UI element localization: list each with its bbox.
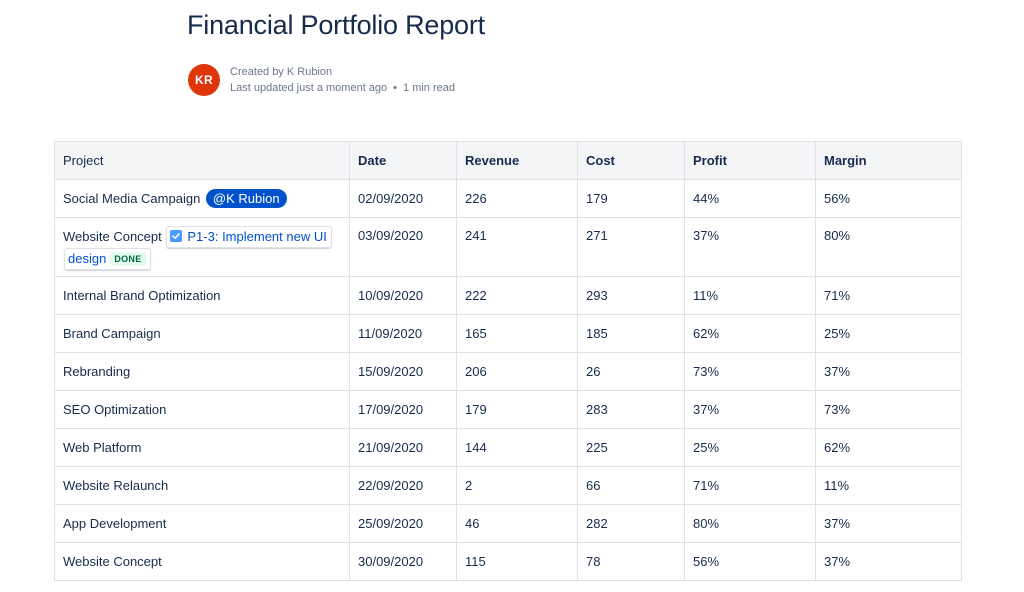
table-row: Website Relaunch 22/09/2020 2 66 71% 11% <box>54 466 962 505</box>
cost-cell: 293 <box>577 276 685 315</box>
date-cell: 11/09/2020 <box>349 314 457 353</box>
revenue-cell: 2 <box>456 466 578 505</box>
margin-cell: 71% <box>815 276 962 315</box>
date-cell: 03/09/2020 <box>349 217 457 277</box>
profit-cell: 80% <box>684 504 816 543</box>
header-profit[interactable]: Profit <box>684 141 816 180</box>
revenue-cell: 226 <box>456 179 578 218</box>
project-cell: Brand Campaign <box>54 314 350 353</box>
header-margin[interactable]: Margin <box>815 141 962 180</box>
margin-cell: 56% <box>815 179 962 218</box>
date-cell: 15/09/2020 <box>349 352 457 391</box>
cost-cell: 66 <box>577 466 685 505</box>
byline-separator: • <box>393 82 398 94</box>
cost-cell: 282 <box>577 504 685 543</box>
last-updated[interactable]: Last updated just a moment ago <box>230 82 388 94</box>
page-title: Financial Portfolio Report <box>187 10 485 40</box>
status-badge: DONE <box>110 252 146 266</box>
date-cell: 30/09/2020 <box>349 542 457 581</box>
profit-cell: 44% <box>684 179 816 218</box>
margin-cell: 80% <box>815 217 962 277</box>
profit-cell: 73% <box>684 352 816 391</box>
profit-cell: 37% <box>684 390 816 429</box>
project-cell: Web Platform <box>54 428 350 467</box>
last-updated-line: Last updated just a moment ago • 1 min rea… <box>230 80 455 96</box>
date-cell: 10/09/2020 <box>349 276 457 315</box>
revenue-cell: 241 <box>456 217 578 277</box>
table-row: SEO Optimization 17/09/2020 179 283 37% … <box>54 390 962 429</box>
header-project[interactable]: Project <box>54 141 350 180</box>
date-cell: 21/09/2020 <box>349 428 457 467</box>
portfolio-table-wrapper: Project Date Revenue Cost Profit Margin … <box>54 141 962 581</box>
margin-cell: 37% <box>815 542 962 581</box>
project-cell: Website Relaunch <box>54 466 350 505</box>
project-name: Social Media Campaign <box>63 190 201 206</box>
cost-cell: 185 <box>577 314 685 353</box>
read-time: 1 min read <box>403 82 456 94</box>
margin-cell: 73% <box>815 390 962 429</box>
table-row: Internal Brand Optimization 10/09/2020 2… <box>54 276 962 315</box>
project-cell: Rebranding <box>54 352 350 391</box>
cost-cell: 26 <box>577 352 685 391</box>
table-row: Website Concept 30/09/2020 115 78 56% 37… <box>54 542 962 581</box>
cost-cell: 283 <box>577 390 685 429</box>
project-cell: Website Concept P1-3: Implement new UI d… <box>54 217 350 277</box>
margin-cell: 37% <box>815 504 962 543</box>
cost-cell: 225 <box>577 428 685 467</box>
revenue-cell: 144 <box>456 428 578 467</box>
revenue-cell: 115 <box>456 542 578 581</box>
project-cell: SEO Optimization <box>54 390 350 429</box>
table-row: Web Platform 21/09/2020 144 225 25% 62% <box>54 428 962 467</box>
revenue-cell: 179 <box>456 390 578 429</box>
project-cell: Internal Brand Optimization <box>54 276 350 315</box>
table-row: App Development 25/09/2020 46 282 80% 37… <box>54 504 962 543</box>
date-cell: 02/09/2020 <box>349 179 457 218</box>
header-revenue[interactable]: Revenue <box>456 141 578 180</box>
project-cell: Website Concept <box>54 542 350 581</box>
header-cost[interactable]: Cost <box>577 141 685 180</box>
header-date[interactable]: Date <box>349 141 457 180</box>
cost-cell: 271 <box>577 217 685 277</box>
table-row: Website Concept P1-3: Implement new UI d… <box>54 217 962 277</box>
avatar[interactable]: KR <box>188 64 220 96</box>
revenue-cell: 222 <box>456 276 578 315</box>
jira-issue-link[interactable]: P1-3: Implement new UI design DONE <box>64 226 332 270</box>
cost-cell: 78 <box>577 542 685 581</box>
profit-cell: 62% <box>684 314 816 353</box>
project-name: Website Concept <box>63 229 162 244</box>
revenue-cell: 46 <box>456 504 578 543</box>
margin-cell: 11% <box>815 466 962 505</box>
byline-text: Created by K Rubion Last updated just a … <box>230 64 455 96</box>
profit-cell: 11% <box>684 276 816 315</box>
margin-cell: 37% <box>815 352 962 391</box>
project-cell: App Development <box>54 504 350 543</box>
profit-cell: 25% <box>684 428 816 467</box>
date-cell: 22/09/2020 <box>349 466 457 505</box>
byline: KR Created by K Rubion Last updated just… <box>188 63 455 97</box>
project-cell: Social Media Campaign @K Rubion <box>54 179 350 218</box>
date-cell: 17/09/2020 <box>349 390 457 429</box>
table-row: Brand Campaign 11/09/2020 165 185 62% 25… <box>54 314 962 353</box>
margin-cell: 25% <box>815 314 962 353</box>
table-header-row: Project Date Revenue Cost Profit Margin <box>54 141 962 180</box>
portfolio-table: Project Date Revenue Cost Profit Margin … <box>54 141 962 581</box>
profit-cell: 56% <box>684 542 816 581</box>
user-mention[interactable]: @K Rubion <box>205 188 287 208</box>
profit-cell: 71% <box>684 466 816 505</box>
date-cell: 25/09/2020 <box>349 504 457 543</box>
table-row: Rebranding 15/09/2020 206 26 73% 37% <box>54 352 962 391</box>
revenue-cell: 165 <box>456 314 578 353</box>
margin-cell: 62% <box>815 428 962 467</box>
revenue-cell: 206 <box>456 352 578 391</box>
profit-cell: 37% <box>684 217 816 277</box>
table-row: Social Media Campaign @K Rubion 02/09/20… <box>54 179 962 218</box>
cost-cell: 179 <box>577 179 685 218</box>
checkbox-icon <box>170 230 183 242</box>
issue-title[interactable]: P1-3: Implement new UI design <box>68 229 327 266</box>
created-by[interactable]: Created by K Rubion <box>230 66 333 78</box>
